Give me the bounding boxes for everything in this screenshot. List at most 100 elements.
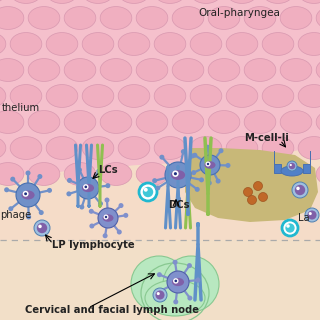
Circle shape	[83, 184, 89, 190]
Circle shape	[195, 187, 200, 192]
Text: phage: phage	[0, 210, 31, 220]
Circle shape	[176, 196, 181, 202]
Ellipse shape	[100, 111, 132, 133]
Circle shape	[165, 162, 191, 188]
Ellipse shape	[46, 84, 78, 108]
Ellipse shape	[10, 33, 42, 55]
Ellipse shape	[0, 7, 24, 29]
Circle shape	[123, 213, 128, 218]
Ellipse shape	[118, 0, 150, 4]
Circle shape	[282, 220, 298, 236]
Circle shape	[173, 300, 178, 304]
Circle shape	[89, 223, 94, 228]
Ellipse shape	[10, 84, 42, 108]
Circle shape	[152, 178, 157, 183]
Circle shape	[308, 211, 316, 220]
Ellipse shape	[0, 111, 24, 133]
Text: LP lymphocyte: LP lymphocyte	[52, 240, 135, 250]
Ellipse shape	[172, 111, 204, 133]
Circle shape	[131, 256, 187, 312]
Text: Oral-pharyngea: Oral-pharyngea	[198, 8, 280, 18]
Circle shape	[105, 183, 110, 188]
Circle shape	[39, 210, 44, 215]
Ellipse shape	[316, 111, 320, 133]
Ellipse shape	[226, 33, 258, 55]
Ellipse shape	[262, 0, 294, 4]
Ellipse shape	[226, 84, 258, 108]
Ellipse shape	[208, 59, 240, 82]
Ellipse shape	[244, 7, 276, 29]
Circle shape	[10, 177, 15, 182]
Ellipse shape	[154, 0, 186, 4]
Ellipse shape	[82, 137, 114, 159]
Circle shape	[190, 153, 195, 158]
Ellipse shape	[244, 163, 276, 186]
Ellipse shape	[204, 161, 215, 169]
Ellipse shape	[298, 84, 320, 108]
Ellipse shape	[280, 7, 312, 29]
Ellipse shape	[172, 7, 204, 29]
Circle shape	[287, 161, 297, 171]
Circle shape	[77, 167, 82, 172]
Circle shape	[196, 278, 200, 283]
Ellipse shape	[154, 84, 186, 108]
Circle shape	[157, 272, 162, 277]
Circle shape	[96, 169, 101, 174]
Ellipse shape	[0, 59, 24, 82]
Ellipse shape	[154, 33, 186, 55]
Ellipse shape	[316, 7, 320, 29]
Circle shape	[77, 177, 99, 199]
Ellipse shape	[10, 137, 42, 159]
Circle shape	[4, 187, 9, 192]
Circle shape	[159, 155, 164, 160]
Ellipse shape	[10, 0, 42, 4]
Circle shape	[172, 171, 179, 177]
Ellipse shape	[190, 84, 222, 108]
Circle shape	[26, 171, 30, 175]
Ellipse shape	[28, 59, 60, 82]
Circle shape	[26, 214, 31, 220]
Circle shape	[244, 188, 252, 196]
Circle shape	[16, 183, 40, 207]
Ellipse shape	[82, 184, 94, 192]
Ellipse shape	[28, 7, 60, 29]
Circle shape	[156, 291, 164, 300]
Ellipse shape	[226, 0, 258, 4]
Circle shape	[84, 186, 87, 188]
Text: thelium: thelium	[2, 103, 40, 113]
Circle shape	[105, 216, 107, 218]
Ellipse shape	[298, 33, 320, 55]
Circle shape	[144, 188, 148, 192]
Ellipse shape	[280, 163, 312, 186]
Circle shape	[24, 192, 27, 195]
Circle shape	[219, 148, 223, 153]
Ellipse shape	[0, 33, 6, 55]
Ellipse shape	[100, 7, 132, 29]
Circle shape	[79, 204, 84, 210]
Circle shape	[155, 186, 160, 190]
Circle shape	[205, 162, 211, 166]
Ellipse shape	[0, 84, 6, 108]
Circle shape	[285, 223, 295, 233]
Ellipse shape	[82, 33, 114, 55]
Ellipse shape	[46, 137, 78, 159]
Text: LCs: LCs	[98, 165, 118, 175]
Circle shape	[226, 163, 230, 168]
Ellipse shape	[190, 137, 222, 159]
Circle shape	[67, 178, 72, 183]
Ellipse shape	[262, 137, 294, 159]
Ellipse shape	[100, 59, 132, 82]
Ellipse shape	[46, 0, 78, 4]
Ellipse shape	[298, 137, 320, 159]
Ellipse shape	[136, 59, 168, 82]
Circle shape	[191, 170, 196, 175]
Ellipse shape	[118, 84, 150, 108]
Text: DCs: DCs	[168, 200, 189, 210]
Circle shape	[207, 180, 212, 186]
Circle shape	[187, 263, 192, 268]
Ellipse shape	[226, 137, 258, 159]
Circle shape	[181, 149, 186, 154]
Circle shape	[163, 256, 219, 312]
Ellipse shape	[172, 163, 204, 186]
Circle shape	[66, 191, 71, 196]
